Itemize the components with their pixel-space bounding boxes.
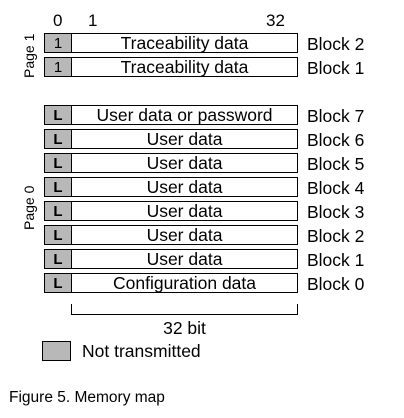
memory-row-page0-block5: L User data [44,153,298,173]
bit-label-0: 0 [53,11,63,30]
memory-row-page0-block7: L User data or password [44,105,298,125]
width-bracket [71,304,298,315]
lock-marker-cell: L [45,274,72,292]
row-content: User data [146,128,223,149]
row-content: User data [146,248,223,269]
bit-label-32: 32 [266,11,285,30]
legend-label: Not transmitted [82,341,201,361]
block-label: Block 3 [307,202,365,222]
row-content: Traceability data [120,56,249,77]
marker-cell: 1 [45,58,72,76]
lock-marker-cell: L [45,154,72,172]
lock-marker-cell: L [45,178,72,196]
block-label: Block 0 [307,274,365,294]
memory-row-page0-block6: L User data [44,129,298,149]
legend-swatch [42,341,71,361]
page-1-label: Page 1 [21,33,37,78]
block-label: Block 1 [307,58,365,78]
block-label: Block 2 [307,226,365,246]
width-label: 32 bit [163,318,206,338]
memory-row-page0-block3: L User data [44,201,298,221]
row-content: Configuration data [112,272,257,293]
lock-marker-cell: L [45,202,72,220]
row-content: User data [146,200,223,221]
memory-row-page1-block2: 1 Traceability data [44,33,298,53]
lock-marker-cell: L [45,250,72,268]
memory-row-page0-block0: L Configuration data [44,273,298,293]
row-content: User data [146,152,223,173]
memory-row-page0-block4: L User data [44,177,298,197]
row-content: User data or password [96,104,273,125]
block-label: Block 6 [307,130,365,150]
lock-marker-cell: L [45,106,72,124]
page-0-label: Page 0 [21,185,37,230]
row-content: Traceability data [120,32,249,53]
bit-label-1: 1 [88,11,98,30]
block-label: Block 1 [307,250,365,270]
block-label: Block 2 [307,34,365,54]
memory-row-page0-block1: L User data [44,249,298,269]
lock-marker-cell: L [45,130,72,148]
block-label: Block 7 [307,106,365,126]
row-content: User data [146,176,223,197]
marker-cell: 1 [45,34,72,52]
block-label: Block 5 [307,154,365,174]
memory-row-page1-block1: 1 Traceability data [44,57,298,77]
row-content: User data [146,224,223,245]
lock-marker-cell: L [45,226,72,244]
block-label: Block 4 [307,178,365,198]
memory-row-page0-block2: L User data [44,225,298,245]
figure-caption: Figure 5. Memory map [9,389,165,406]
